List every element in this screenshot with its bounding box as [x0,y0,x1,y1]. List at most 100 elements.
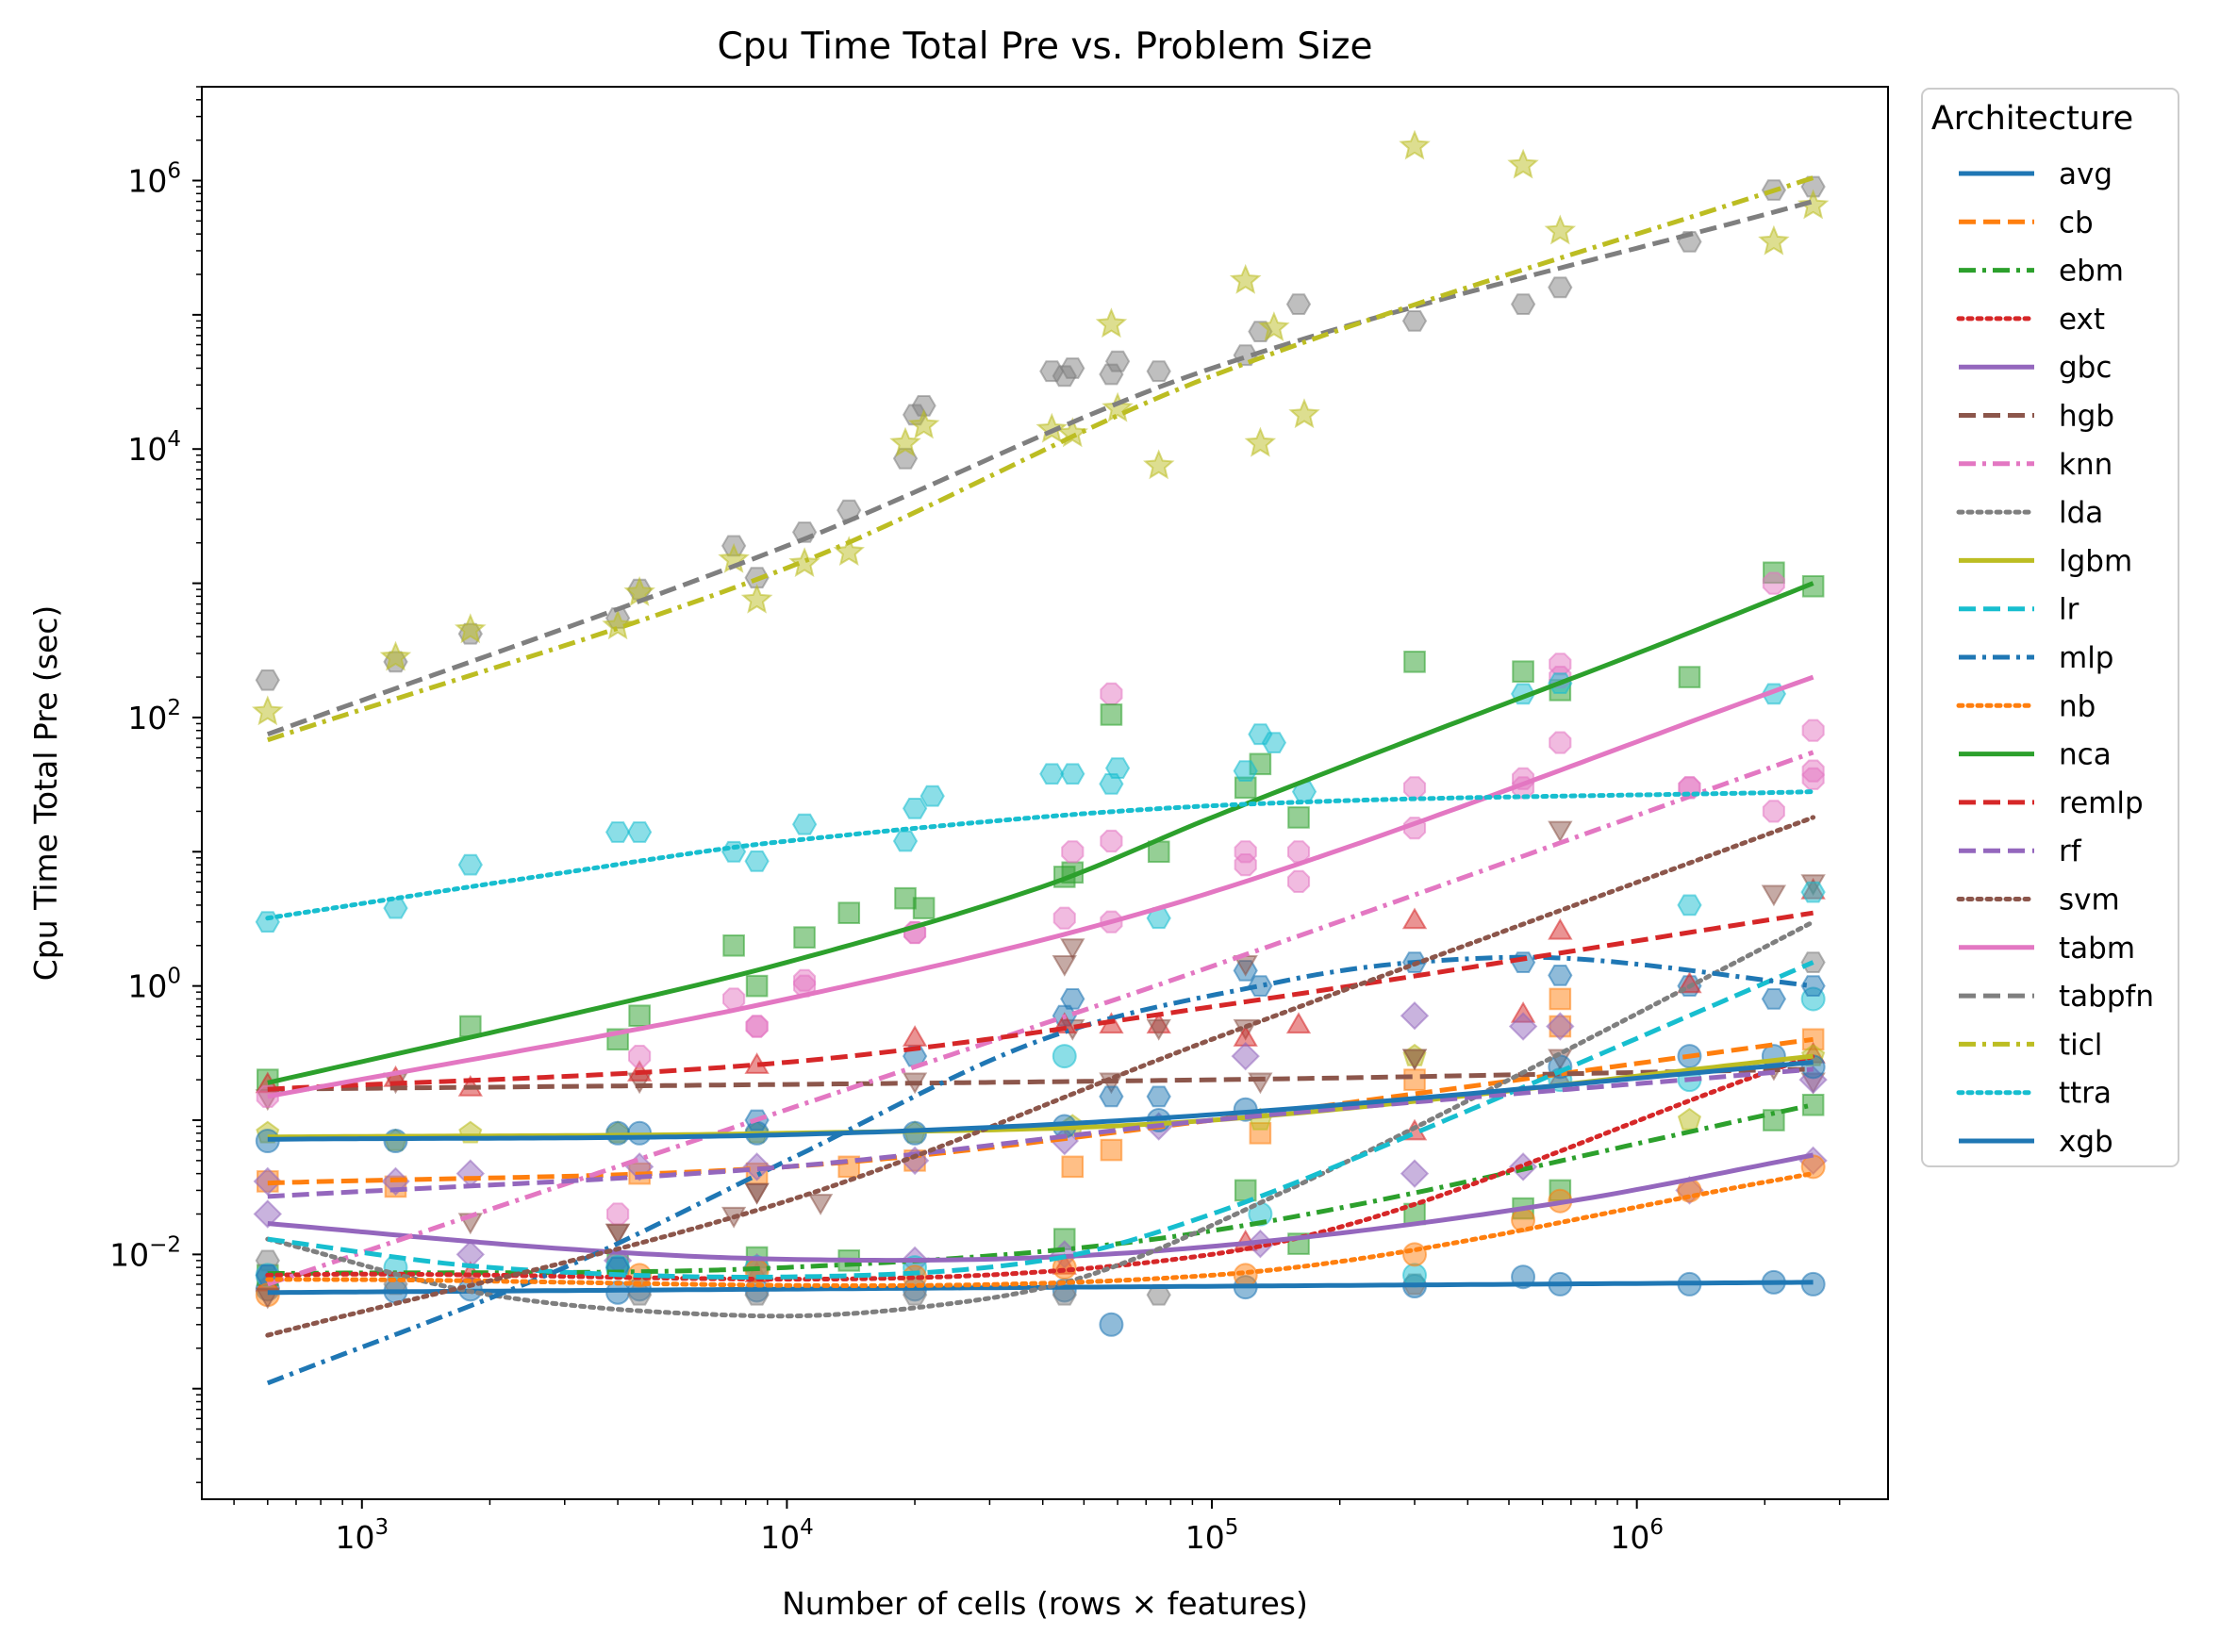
legend-label: avg [2059,157,2112,191]
point-mlp [1099,1085,1124,1108]
point-hgb [1060,938,1085,960]
point-xgb [383,1129,408,1154]
point-ttra [1060,763,1085,785]
point-mlp [1548,965,1573,986]
point-remlp [902,1025,928,1047]
legend-title: Architecture [1931,100,2133,138]
point-nca [1403,651,1426,673]
point-ttra [1104,757,1131,779]
legend-item-knn: knn [1959,448,2112,482]
point-ticl [1143,449,1175,480]
x-tick-label: 104 [760,1515,814,1556]
point-ticl [1288,398,1320,429]
legend-label: rf [2059,834,2082,868]
point-lr [1052,1044,1077,1069]
point-ttra [1677,894,1702,917]
point-cb [1403,1068,1426,1091]
point-knn [606,1202,630,1226]
point-svm [605,1223,631,1246]
point-avg [1099,1312,1124,1337]
point-tabpfn [911,395,936,417]
point-rf [1231,1041,1260,1071]
point-ticl [1507,148,1539,179]
legend-label: xgb [2059,1125,2113,1159]
point-remlp [1285,1012,1312,1034]
legend-item-ttra: ttra [1956,1077,2112,1111]
point-mlp [1800,975,1826,997]
point-ticl [1229,263,1262,294]
point-remlp [1548,917,1573,940]
point-ttra [892,830,919,852]
point-rf [742,1152,771,1181]
legend-label: tabm [2059,932,2135,966]
point-ticl [455,613,487,644]
y-axis-label: Cpu Time Total Pre (sec) [27,605,64,982]
legend-item-xgb: xgb [1959,1125,2113,1159]
point-ticl [907,408,940,439]
point-ttra [919,785,945,807]
y-tick-label: 104 [127,427,181,468]
fit-line-remlp [267,910,1814,1092]
legend-label: mlp [2059,641,2114,675]
fit-line-mlp [266,954,1814,1386]
point-nca [745,974,769,998]
legend-item-ticl: ticl [1959,1028,2102,1062]
legend-label: gbc [2059,351,2112,385]
point-rf [1400,1000,1430,1031]
fit-line-tabm [267,674,1814,1099]
legend-label: ticl [2059,1028,2102,1062]
point-tabm [1402,776,1427,800]
x-tick-label: 103 [335,1515,389,1556]
y-axis: 10−2 100 102 104 106 [109,86,202,1483]
legend-label: ext [2059,303,2105,337]
legend-label: cb [2059,206,2094,240]
point-svm [1548,820,1573,843]
y-tick-label: 106 [127,159,181,200]
fit-line-lda [265,919,1816,1319]
point-hgb [807,1194,834,1215]
legend-item-tabm: tabm [1959,932,2135,966]
point-nca [1512,660,1534,683]
point-knn [1052,906,1076,930]
point-ticl [1544,214,1577,245]
point-mlp [1060,988,1085,1010]
point-ttra [1039,763,1065,785]
legend-label: remlp [2059,786,2144,820]
point-nca [912,897,936,919]
legend-item-hgb: hgb [1959,400,2114,434]
fit-line-tabpfn [266,199,1814,737]
point-svm [1761,884,1787,907]
point-tabm [1762,571,1785,595]
point-ticl [602,609,634,640]
point-ticl [740,583,773,614]
legend: Architecture avg cb ebm ext gbc hgb knn lda lgbm… [1921,88,2179,1167]
points-mlp [255,951,1826,1286]
point-cb [1549,987,1572,1011]
point-ebm [1801,1093,1825,1116]
point-knn [1286,869,1311,893]
point-tabm [628,1045,652,1068]
point-ttra [1261,732,1287,753]
legend-label: lr [2059,593,2079,627]
point-svm [1052,955,1077,977]
point-lgbm [1677,1107,1702,1131]
point-ttra [1800,881,1826,903]
plot-frame [201,86,1889,1500]
point-mlp [1146,1085,1171,1108]
point-ticl [252,695,284,726]
point-ticl [788,547,820,578]
point-nca [722,933,745,957]
point-ebm [1763,1109,1785,1132]
point-ttra [626,821,653,843]
point-nca [837,901,861,924]
legend-item-cb: cb [1959,206,2094,240]
legend-label: nb [2059,689,2096,723]
legend-label: ttra [2059,1077,2112,1111]
point-nca [793,926,816,949]
point-cb [1061,1155,1085,1179]
y-tick-label: 10−2 [109,1232,181,1273]
legend-label: knn [2059,448,2112,482]
legend-item-nb: nb [1956,689,2096,723]
point-tabpfn [1548,276,1573,299]
legend-item-lr: lr [1959,593,2079,627]
